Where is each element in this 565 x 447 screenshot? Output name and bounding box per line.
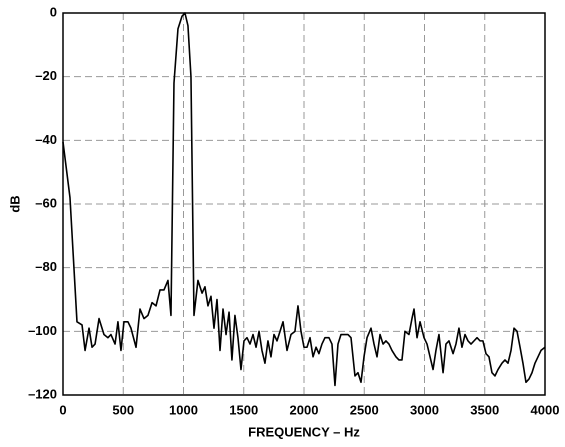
x-tick-label: 2500 (350, 402, 379, 417)
y-tick-label: –60 (35, 195, 57, 210)
y-tick-label: –80 (35, 259, 57, 274)
plot-frame (62, 12, 546, 396)
y-tick-label: –20 (35, 68, 57, 83)
y-tick-label: –100 (28, 323, 57, 338)
y-tick-label: –120 (28, 386, 57, 401)
x-tick-label: 3000 (410, 402, 439, 417)
x-tick-label: 0 (59, 402, 66, 417)
x-tick-label: 1000 (169, 402, 198, 417)
x-tick-label: 4000 (531, 402, 560, 417)
x-tick-label: 500 (112, 402, 134, 417)
y-axis-label: dB (7, 195, 22, 212)
x-tick-label: 1500 (229, 402, 258, 417)
y-tick-label: –40 (35, 132, 57, 147)
x-tick-label: 2000 (290, 402, 319, 417)
y-tick-label: 0 (50, 4, 57, 19)
line-series (62, 12, 546, 387)
x-axis-label: FREQUENCY – Hz (248, 424, 360, 439)
x-tick-label: 3500 (470, 402, 499, 417)
